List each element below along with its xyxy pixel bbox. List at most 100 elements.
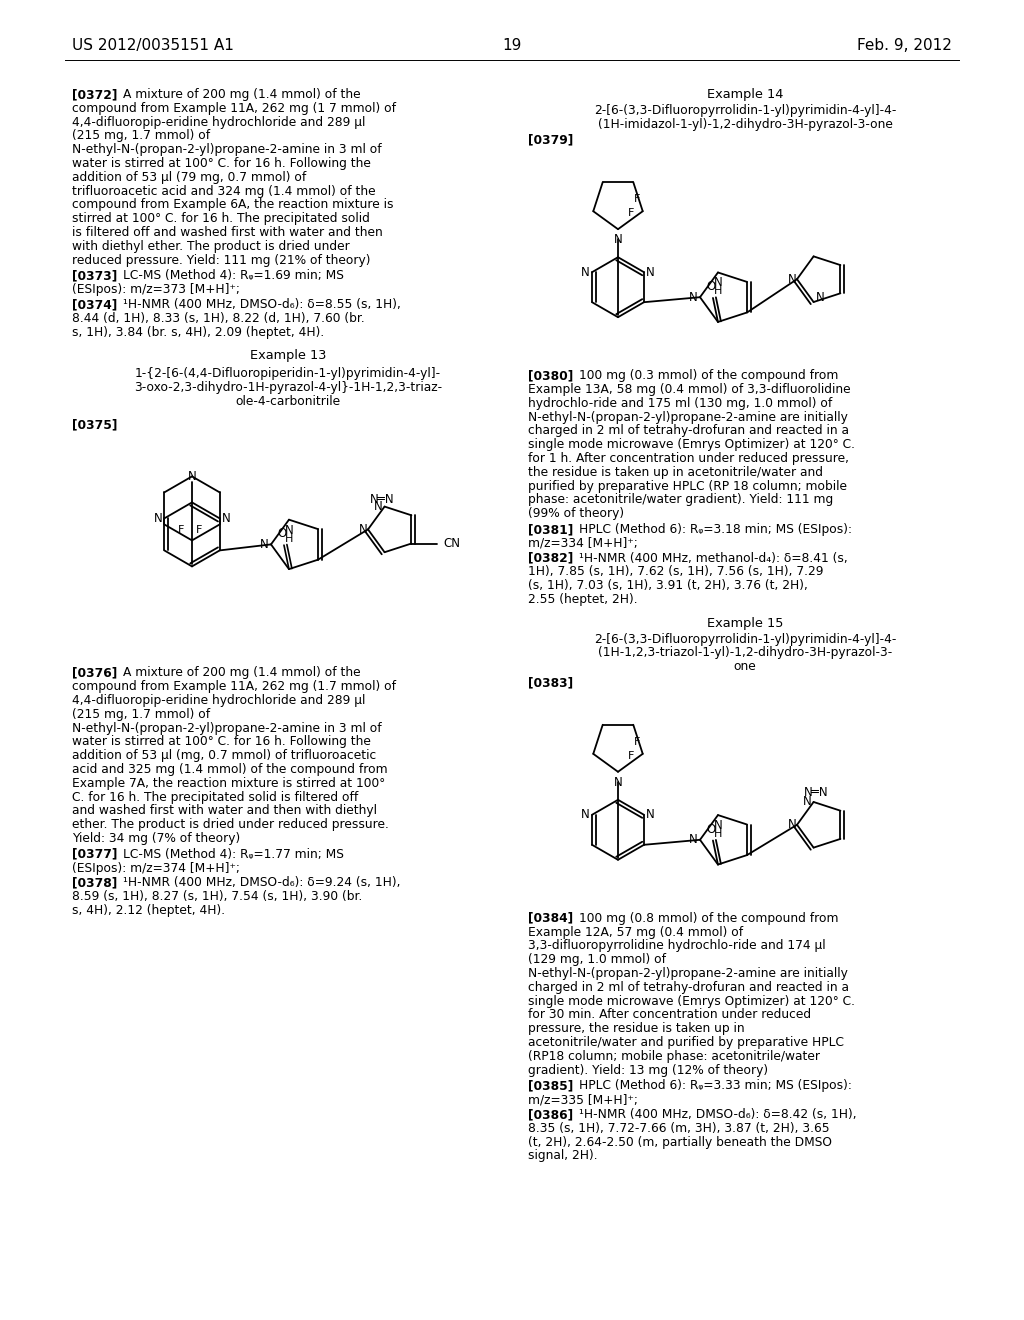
Text: N: N	[788, 818, 797, 832]
Text: A mixture of 200 mg (1.4 mmol) of the: A mixture of 200 mg (1.4 mmol) of the	[123, 667, 360, 680]
Text: O: O	[707, 280, 716, 293]
Text: LC-MS (Method 4): Rᵩ=1.77 min; MS: LC-MS (Method 4): Rᵩ=1.77 min; MS	[123, 847, 344, 861]
Text: N: N	[154, 512, 162, 525]
Text: F: F	[177, 525, 184, 536]
Text: [0373]: [0373]	[72, 269, 118, 282]
Text: N: N	[788, 273, 797, 285]
Text: reduced pressure. Yield: 111 mg (21% of theory): reduced pressure. Yield: 111 mg (21% of …	[72, 253, 371, 267]
Text: addition of 53 μl (mg, 0.7 mmol) of trifluoroacetic: addition of 53 μl (mg, 0.7 mmol) of trif…	[72, 750, 376, 762]
Text: N: N	[689, 833, 698, 846]
Text: N: N	[646, 808, 654, 821]
Text: compound from Example 11A, 262 mg (1.7 mmol) of: compound from Example 11A, 262 mg (1.7 m…	[72, 680, 396, 693]
Text: [0378]: [0378]	[72, 876, 118, 890]
Text: Example 15: Example 15	[707, 616, 783, 630]
Text: N-ethyl-N-(propan-2-yl)propane-2-amine are initially: N-ethyl-N-(propan-2-yl)propane-2-amine a…	[528, 411, 848, 424]
Text: water is stirred at 100° C. for 16 h. Following the: water is stirred at 100° C. for 16 h. Fo…	[72, 157, 371, 170]
Text: N-ethyl-N-(propan-2-yl)propane-2-amine in 3 ml of: N-ethyl-N-(propan-2-yl)propane-2-amine i…	[72, 722, 382, 735]
Text: (129 mg, 1.0 mmol) of: (129 mg, 1.0 mmol) of	[528, 953, 666, 966]
Text: ¹H-NMR (400 MHz, methanol-d₄): δ=8.41 (s,: ¹H-NMR (400 MHz, methanol-d₄): δ=8.41 (s…	[579, 552, 848, 565]
Text: phase: acetonitrile/water gradient). Yield: 111 mg: phase: acetonitrile/water gradient). Yie…	[528, 494, 834, 507]
Text: for 1 h. After concentration under reduced pressure,: for 1 h. After concentration under reduc…	[528, 451, 849, 465]
Text: [0376]: [0376]	[72, 667, 118, 680]
Text: N: N	[646, 265, 654, 279]
Text: [0377]: [0377]	[72, 847, 118, 861]
Text: 3,3-difluoropyrrolidine hydrochlo-ride and 174 μl: 3,3-difluoropyrrolidine hydrochlo-ride a…	[528, 940, 825, 953]
Text: s, 4H), 2.12 (heptet, 4H).: s, 4H), 2.12 (heptet, 4H).	[72, 904, 225, 917]
Text: HPLC (Method 6): Rᵩ=3.33 min; MS (ESIpos):: HPLC (Method 6): Rᵩ=3.33 min; MS (ESIpos…	[579, 1080, 852, 1093]
Text: [0381]: [0381]	[528, 523, 573, 536]
Text: for 30 min. After concentration under reduced: for 30 min. After concentration under re…	[528, 1008, 811, 1022]
Text: Yield: 34 mg (7% of theory): Yield: 34 mg (7% of theory)	[72, 832, 241, 845]
Text: is filtered off and washed first with water and then: is filtered off and washed first with wa…	[72, 226, 383, 239]
Text: 2-[6-(3,3-Difluoropyrrolidin-1-yl)pyrimidin-4-yl]-4-: 2-[6-(3,3-Difluoropyrrolidin-1-yl)pyrimi…	[594, 632, 896, 645]
Text: (t, 2H), 2.64-2.50 (m, partially beneath the DMSO: (t, 2H), 2.64-2.50 (m, partially beneath…	[528, 1135, 831, 1148]
Text: addition of 53 μl (79 mg, 0.7 mmol) of: addition of 53 μl (79 mg, 0.7 mmol) of	[72, 170, 306, 183]
Text: N: N	[714, 276, 722, 289]
Text: O: O	[707, 822, 716, 836]
Text: (215 mg, 1.7 mmol) of: (215 mg, 1.7 mmol) of	[72, 708, 210, 721]
Text: (99% of theory): (99% of theory)	[528, 507, 624, 520]
Text: (1H-imidazol-1-yl)-1,2-dihydro-3H-pyrazol-3-one: (1H-imidazol-1-yl)-1,2-dihydro-3H-pyrazo…	[598, 117, 893, 131]
Text: [0380]: [0380]	[528, 370, 573, 383]
Text: hydrochlo-ride and 175 ml (130 mg, 1.0 mmol) of: hydrochlo-ride and 175 ml (130 mg, 1.0 m…	[528, 397, 833, 409]
Text: [0386]: [0386]	[528, 1107, 573, 1121]
Text: Example 13: Example 13	[250, 350, 327, 363]
Text: single mode microwave (Emrys Optimizer) at 120° C.: single mode microwave (Emrys Optimizer) …	[528, 994, 855, 1007]
Text: O: O	[278, 527, 287, 540]
Text: N: N	[689, 290, 698, 304]
Text: m/z=334 [M+H]⁺;: m/z=334 [M+H]⁺;	[528, 537, 638, 550]
Text: N: N	[613, 776, 623, 789]
Text: 8.35 (s, 1H), 7.72-7.66 (m, 3H), 3.87 (t, 2H), 3.65: 8.35 (s, 1H), 7.72-7.66 (m, 3H), 3.87 (t…	[528, 1122, 829, 1135]
Text: US 2012/0035151 A1: US 2012/0035151 A1	[72, 38, 233, 53]
Text: charged in 2 ml of tetrahy-drofuran and reacted in a: charged in 2 ml of tetrahy-drofuran and …	[528, 425, 849, 437]
Text: F: F	[629, 751, 635, 760]
Text: [0382]: [0382]	[528, 552, 573, 565]
Text: N-ethyl-N-(propan-2-yl)propane-2-amine are initially: N-ethyl-N-(propan-2-yl)propane-2-amine a…	[528, 968, 848, 979]
Text: stirred at 100° C. for 16 h. The precipitated solid: stirred at 100° C. for 16 h. The precipi…	[72, 213, 370, 226]
Text: Feb. 9, 2012: Feb. 9, 2012	[857, 38, 952, 53]
Text: Example 13A, 58 mg (0.4 mmol) of 3,3-difluorolidine: Example 13A, 58 mg (0.4 mmol) of 3,3-dif…	[528, 383, 851, 396]
Text: and washed first with water and then with diethyl: and washed first with water and then wit…	[72, 804, 377, 817]
Text: m/z=335 [M+H]⁺;: m/z=335 [M+H]⁺;	[528, 1093, 638, 1106]
Text: N: N	[187, 470, 197, 483]
Text: N-ethyl-N-(propan-2-yl)propane-2-amine in 3 ml of: N-ethyl-N-(propan-2-yl)propane-2-amine i…	[72, 143, 382, 156]
Text: F: F	[634, 737, 641, 747]
Text: ¹H-NMR (400 MHz, DMSO-d₆): δ=8.42 (s, 1H),: ¹H-NMR (400 MHz, DMSO-d₆): δ=8.42 (s, 1H…	[579, 1107, 856, 1121]
Text: [0383]: [0383]	[528, 676, 573, 689]
Text: 2.55 (heptet, 2H).: 2.55 (heptet, 2H).	[528, 593, 638, 606]
Text: one: one	[733, 660, 757, 673]
Text: signal, 2H).: signal, 2H).	[528, 1150, 598, 1163]
Text: N: N	[359, 523, 368, 536]
Text: [0375]: [0375]	[72, 418, 118, 432]
Text: 3-oxo-2,3-dihydro-1H-pyrazol-4-yl}-1H-1,2,3-triaz-: 3-oxo-2,3-dihydro-1H-pyrazol-4-yl}-1H-1,…	[134, 381, 442, 393]
Text: H: H	[714, 829, 722, 840]
Text: charged in 2 ml of tetrahy-drofuran and reacted in a: charged in 2 ml of tetrahy-drofuran and …	[528, 981, 849, 994]
Text: N: N	[222, 512, 230, 525]
Text: compound from Example 6A, the reaction mixture is: compound from Example 6A, the reaction m…	[72, 198, 393, 211]
Text: purified by preparative HPLC (RP 18 column; mobile: purified by preparative HPLC (RP 18 colu…	[528, 479, 847, 492]
Text: Example 14: Example 14	[707, 88, 783, 102]
Text: 1-{2-[6-(4,4-Difluoropiperidin-1-yl)pyrimidin-4-yl]-: 1-{2-[6-(4,4-Difluoropiperidin-1-yl)pyri…	[135, 367, 441, 380]
Text: F: F	[634, 194, 641, 205]
Text: 100 mg (0.3 mmol) of the compound from: 100 mg (0.3 mmol) of the compound from	[579, 370, 838, 383]
Text: (ESIpos): m/z=373 [M+H]⁺;: (ESIpos): m/z=373 [M+H]⁺;	[72, 284, 240, 296]
Text: N: N	[582, 808, 590, 821]
Text: [0384]: [0384]	[528, 912, 573, 925]
Text: N: N	[613, 234, 623, 247]
Text: N: N	[260, 539, 269, 550]
Text: (215 mg, 1.7 mmol) of: (215 mg, 1.7 mmol) of	[72, 129, 210, 143]
Text: 1H), 7.85 (s, 1H), 7.62 (s, 1H), 7.56 (s, 1H), 7.29: 1H), 7.85 (s, 1H), 7.62 (s, 1H), 7.56 (s…	[528, 565, 823, 578]
Text: N═N: N═N	[370, 492, 394, 506]
Text: (RP18 column; mobile phase: acetonitrile/water: (RP18 column; mobile phase: acetonitrile…	[528, 1049, 820, 1063]
Text: N═N: N═N	[804, 787, 828, 800]
Text: (s, 1H), 7.03 (s, 1H), 3.91 (t, 2H), 3.76 (t, 2H),: (s, 1H), 7.03 (s, 1H), 3.91 (t, 2H), 3.7…	[528, 579, 808, 593]
Text: 4,4-difluoropip-eridine hydrochloride and 289 μl: 4,4-difluoropip-eridine hydrochloride an…	[72, 116, 366, 128]
Text: [0372]: [0372]	[72, 88, 118, 102]
Text: N: N	[815, 290, 824, 304]
Text: (ESIpos): m/z=374 [M+H]⁺;: (ESIpos): m/z=374 [M+H]⁺;	[72, 862, 240, 875]
Text: 100 mg (0.8 mmol) of the compound from: 100 mg (0.8 mmol) of the compound from	[579, 912, 839, 925]
Text: LC-MS (Method 4): Rᵩ=1.69 min; MS: LC-MS (Method 4): Rᵩ=1.69 min; MS	[123, 269, 344, 282]
Text: gradient). Yield: 13 mg (12% of theory): gradient). Yield: 13 mg (12% of theory)	[528, 1064, 768, 1077]
Text: N: N	[285, 524, 293, 537]
Text: with diethyl ether. The product is dried under: with diethyl ether. The product is dried…	[72, 240, 350, 253]
